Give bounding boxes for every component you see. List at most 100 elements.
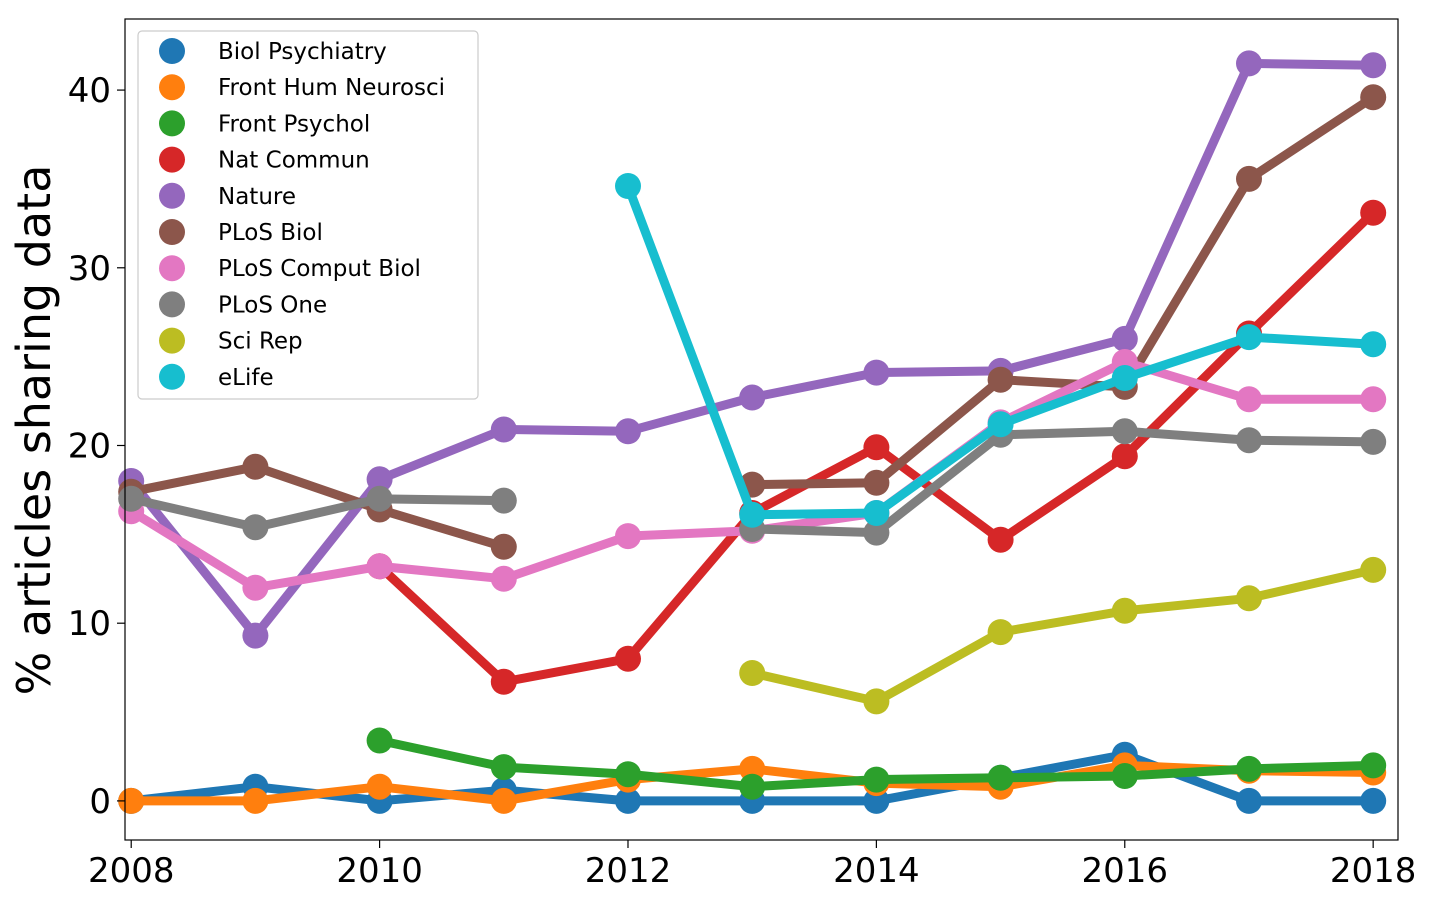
legend-marker <box>159 182 185 209</box>
data-point-biol-psychiatry <box>863 787 890 814</box>
data-point-nat-commun <box>987 526 1014 553</box>
data-point-plos-one <box>366 485 393 512</box>
legend-label: Front Hum Neurosci <box>218 75 445 101</box>
data-point-plos-one <box>118 485 145 512</box>
data-point-front-psychol <box>366 727 393 754</box>
series-nat-commun <box>366 199 1387 695</box>
legend-item-front-psychol: Front Psychol <box>159 110 370 137</box>
data-point-plos-one <box>863 519 890 546</box>
legend-label: Sci Rep <box>218 329 303 355</box>
data-point-nature <box>863 359 890 386</box>
legend-item-plos-biol: PLoS Biol <box>159 219 323 246</box>
data-point-plos-biol <box>1236 165 1262 192</box>
legend-label: Biol Psychiatry <box>218 39 387 65</box>
series-elife <box>615 173 1387 528</box>
data-point-sci-rep <box>987 619 1014 646</box>
legend-item-front-hum-neurosci: Front Hum Neurosci <box>159 74 445 101</box>
data-point-biol-psychiatry <box>1360 787 1387 814</box>
data-point-front-psychol <box>863 766 890 793</box>
data-point-plos-comput-biol <box>615 523 641 550</box>
data-point-elife <box>863 500 890 526</box>
data-point-plos-comput-biol <box>1360 386 1387 413</box>
legend-label: Nature <box>218 184 296 210</box>
legend-item-nature: Nature <box>159 182 296 210</box>
x-tick-label: 2014 <box>833 851 920 891</box>
x-axis: 2008 2010 2012 2014 2016 2018 <box>88 840 1416 891</box>
x-tick-label: 2018 <box>1330 851 1417 891</box>
legend-marker <box>159 219 185 245</box>
plot-frame <box>124 18 1399 841</box>
data-point-nature <box>615 418 641 445</box>
legend-box <box>137 30 479 400</box>
series-line-plos-one <box>747 426 1378 538</box>
legend: Biol Psychiatry Front Hum Neurosci Front P… <box>137 30 479 400</box>
data-point-front-hum-neurosci <box>242 787 269 814</box>
data-point-nat-commun <box>1111 443 1138 470</box>
data-point-front-hum-neurosci <box>366 773 393 800</box>
data-point-nature <box>1360 52 1387 79</box>
data-point-front-hum-neurosci <box>739 755 766 782</box>
x-tick-label: 2016 <box>1082 851 1169 891</box>
legend-item-plos-comput-biol: PLoS Comput Biol <box>159 255 421 282</box>
data-point-plos-biol <box>490 533 517 560</box>
legend-label: PLoS One <box>218 292 327 318</box>
data-point-plos-comput-biol <box>1236 386 1262 413</box>
data-point-plos-comput-biol <box>242 574 269 601</box>
data-point-plos-one <box>1360 428 1387 455</box>
y-tick-label: 0 <box>89 782 111 822</box>
legend-item-biol-psychiatry: Biol Psychiatry <box>159 38 387 65</box>
data-point-nature <box>1111 325 1138 352</box>
data-point-front-psychol <box>615 761 641 788</box>
data-point-sci-rep <box>1360 556 1387 583</box>
x-tick-label: 2012 <box>585 851 672 891</box>
data-point-biol-psychiatry <box>1236 787 1262 814</box>
series-layer <box>118 50 1387 814</box>
legend-item-plos-one: PLoS One <box>159 291 327 318</box>
series-line-sci-rep <box>747 565 1378 706</box>
legend-marker <box>159 291 185 318</box>
data-point-nature <box>490 416 517 443</box>
data-point-front-psychol <box>987 764 1014 791</box>
data-point-elife <box>739 501 766 528</box>
series-line-plos-one <box>126 494 509 532</box>
legend-marker <box>159 110 185 137</box>
data-point-front-psychol <box>1111 763 1138 789</box>
y-tick-label: 30 <box>68 249 111 289</box>
data-point-plos-biol <box>987 366 1014 393</box>
legend-label: eLife <box>218 365 274 391</box>
data-point-nature <box>1236 50 1262 77</box>
data-point-plos-one <box>242 514 269 541</box>
series-line-elife <box>623 181 1378 520</box>
data-point-sci-rep <box>863 688 890 715</box>
data-point-elife <box>1236 324 1262 351</box>
data-point-plos-biol <box>863 469 890 496</box>
legend-label: PLoS Biol <box>218 220 323 246</box>
data-point-nature <box>739 384 766 411</box>
data-point-elife <box>1360 331 1387 358</box>
data-point-plos-biol <box>242 453 269 480</box>
data-point-front-psychol <box>739 773 766 800</box>
data-point-sci-rep <box>1236 585 1262 612</box>
data-point-plos-biol <box>1360 84 1387 111</box>
data-point-nature <box>242 622 269 649</box>
series-line-plos-biol <box>747 92 1378 490</box>
data-point-elife <box>615 173 641 199</box>
data-point-front-psychol <box>1236 755 1262 782</box>
legend-marker <box>159 38 185 64</box>
data-point-nat-commun <box>863 434 890 461</box>
data-point-elife <box>987 411 1014 438</box>
legend-marker <box>159 255 185 282</box>
data-point-nature <box>366 466 393 493</box>
data-point-sci-rep <box>1111 597 1138 624</box>
legend-label: PLoS Comput Biol <box>218 256 421 282</box>
data-point-plos-one <box>1236 427 1262 454</box>
data-point-elife <box>1111 365 1138 391</box>
data-point-front-psychol <box>490 754 517 781</box>
y-axis-label: % articles sharing data <box>7 165 61 696</box>
y-tick-label: 20 <box>68 426 111 466</box>
series-sci-rep <box>739 556 1387 715</box>
legend-marker <box>159 363 185 390</box>
data-point-front-hum-neurosci <box>490 787 517 814</box>
data-point-nat-commun <box>490 668 517 695</box>
